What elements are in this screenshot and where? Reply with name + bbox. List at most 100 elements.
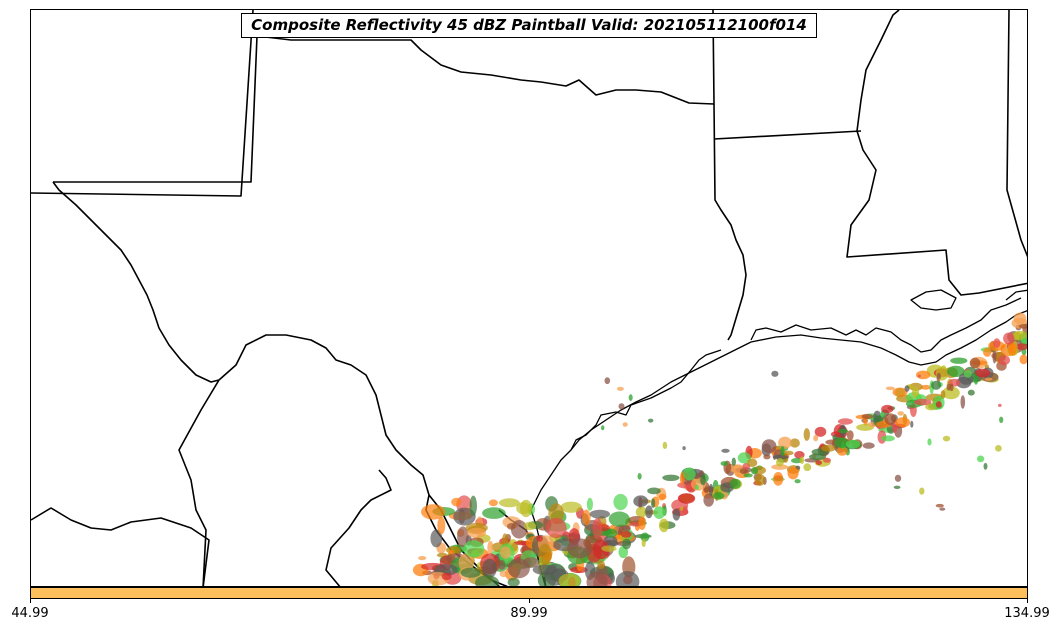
reflectivity-blob xyxy=(523,521,537,531)
reflectivity-blob xyxy=(475,575,500,586)
reflectivity-blob xyxy=(914,398,932,406)
reflectivity-blob xyxy=(682,506,688,515)
arkansas-louisiana-border xyxy=(713,130,862,140)
reflectivity-blob xyxy=(703,493,714,507)
mexico-state-border-2 xyxy=(31,507,210,586)
reflectivity-blob xyxy=(846,430,854,441)
reflectivity-blob xyxy=(992,350,997,364)
reflectivity-blob xyxy=(581,509,591,526)
reflectivity-blob xyxy=(771,370,779,377)
reflectivity-blob xyxy=(506,523,516,530)
reflectivity-blob xyxy=(720,461,729,466)
reflectivity-blob xyxy=(763,454,771,460)
reflectivity-blob xyxy=(950,357,968,364)
reflectivity-blob xyxy=(498,560,506,570)
reflectivity-blob xyxy=(960,395,966,409)
reflectivity-blob xyxy=(917,374,921,378)
reflectivity-blob xyxy=(845,439,861,449)
alabama-border xyxy=(1006,10,1027,258)
reflectivity-blob xyxy=(776,458,784,467)
reflectivity-blob xyxy=(586,571,608,586)
reflectivity-blob xyxy=(931,380,942,390)
reflectivity-blob xyxy=(1010,342,1017,356)
reflectivity-blob xyxy=(862,442,875,449)
reflectivity-blob xyxy=(499,570,508,577)
reflectivity-blob xyxy=(498,498,520,508)
reflectivity-blob xyxy=(814,426,827,437)
mobile-bay xyxy=(1005,289,1027,301)
reflectivity-blob xyxy=(421,504,446,520)
reflectivity-blob xyxy=(737,452,752,464)
reflectivity-blob xyxy=(1012,330,1027,340)
reflectivity-blob xyxy=(487,540,494,555)
reflectivity-blob xyxy=(662,474,680,481)
reflectivity-blob xyxy=(536,535,543,542)
reflectivity-blob xyxy=(739,468,748,475)
reflectivity-blob xyxy=(947,365,965,378)
reflectivity-blob xyxy=(780,446,785,457)
reflectivity-blob xyxy=(560,501,582,513)
reflectivity-blob xyxy=(983,462,988,470)
reflectivity-blob xyxy=(983,347,992,357)
reflectivity-blob xyxy=(558,573,581,586)
reflectivity-blob xyxy=(881,435,895,442)
reflectivity-blob xyxy=(969,357,981,369)
mexico-state-border-1 xyxy=(178,379,220,586)
reflectivity-blob xyxy=(936,372,941,380)
reflectivity-blob xyxy=(658,518,669,533)
reflectivity-blob xyxy=(457,526,469,547)
colorbar-tick-mark xyxy=(30,599,31,603)
reflectivity-blob xyxy=(637,473,642,480)
reflectivity-blob xyxy=(683,467,696,481)
reflectivity-blob xyxy=(778,436,792,449)
mexico-state-border-3 xyxy=(325,469,392,586)
reflectivity-blob xyxy=(935,503,944,508)
map-title: Composite Reflectivity 45 dBZ Paintball … xyxy=(241,13,817,38)
reflectivity-blob xyxy=(467,527,486,539)
reflectivity-blob xyxy=(586,497,594,511)
reflectivity-blob xyxy=(463,540,485,558)
reflectivity-blob xyxy=(601,425,605,431)
reflectivity-blob xyxy=(469,495,477,516)
reflectivity-blob xyxy=(507,577,520,586)
new-mexico-border xyxy=(52,181,220,383)
reflectivity-blob xyxy=(641,538,646,548)
reflectivity-blob xyxy=(799,456,805,465)
reflectivity-blob xyxy=(894,474,902,482)
reflectivity-blob xyxy=(622,422,628,427)
reflectivity-blob xyxy=(837,418,853,425)
colorbar-tick-mark xyxy=(1027,599,1028,603)
reflectivity-blob xyxy=(608,511,630,527)
reflectivity-blob xyxy=(861,413,874,420)
reflectivity-blob xyxy=(437,516,446,535)
reflectivity-blob xyxy=(601,545,617,552)
reflectivity-blob xyxy=(460,567,481,578)
reflectivity-blob xyxy=(927,438,932,446)
colorbar-tick-label: 89.99 xyxy=(510,606,548,621)
reflectivity-blob xyxy=(754,473,766,486)
reflectivity-blob xyxy=(904,385,910,392)
reflectivity-blob xyxy=(651,498,656,508)
reflectivity-blob xyxy=(731,457,736,466)
red-river-border xyxy=(53,10,715,183)
reflectivity-blob xyxy=(488,499,498,507)
reflectivity-blob xyxy=(893,485,901,489)
reflectivity-blob xyxy=(836,446,848,456)
reflectivity-blob xyxy=(803,428,810,441)
reflectivity-blob xyxy=(885,386,895,391)
reflectivity-blob xyxy=(761,439,777,454)
reflectivity-blob xyxy=(662,441,668,449)
reflectivity-blob xyxy=(1019,354,1027,365)
reflectivity-blob xyxy=(823,457,831,463)
reflectivity-blob xyxy=(997,355,1011,366)
reflectivity-blob xyxy=(638,516,646,530)
colorbar-tick-label: 44.99 xyxy=(11,606,49,621)
reflectivity-blob xyxy=(618,403,625,410)
reflectivity-blob xyxy=(451,497,462,507)
reflectivity-blob xyxy=(538,543,552,566)
reflectivity-blob xyxy=(939,507,946,511)
reflectivity-blob xyxy=(604,377,611,385)
reflectivity-blob xyxy=(834,437,849,449)
louisiana-marsh xyxy=(750,297,1022,353)
reflectivity-blob xyxy=(1003,332,1015,345)
